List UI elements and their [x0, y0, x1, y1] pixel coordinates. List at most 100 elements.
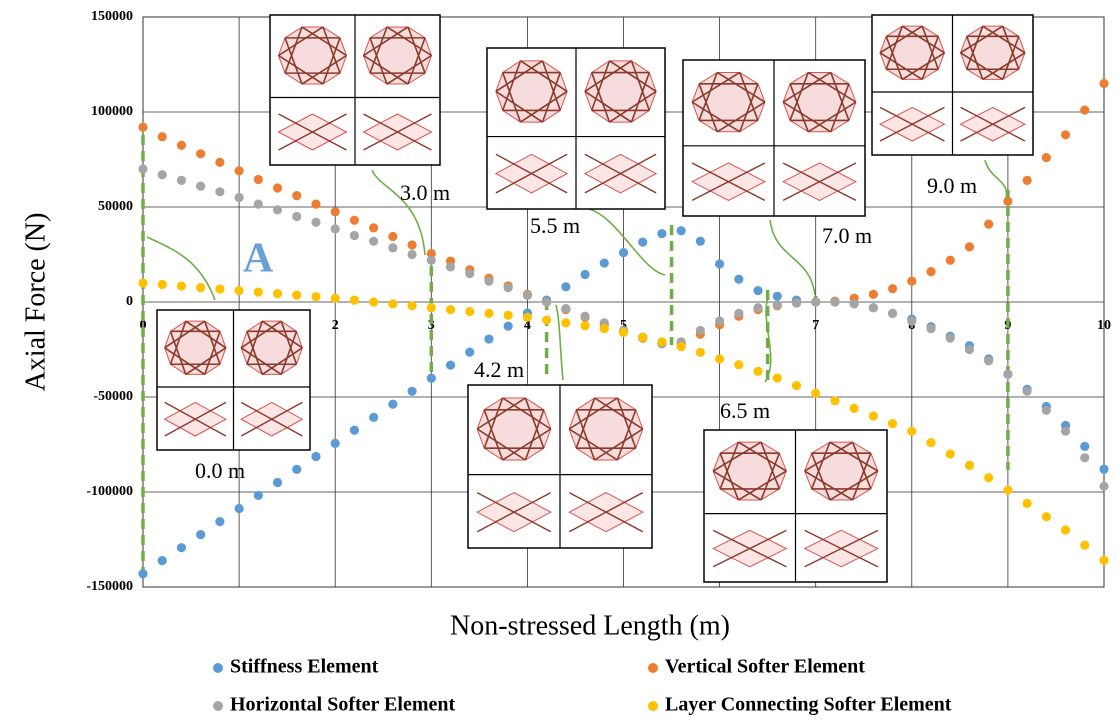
data-point — [215, 284, 224, 293]
inset-diagram — [683, 60, 865, 216]
data-point — [407, 250, 416, 259]
data-point — [388, 299, 397, 308]
data-point — [1023, 387, 1032, 396]
data-point — [677, 342, 686, 351]
y-tick-label: -100000 — [86, 484, 133, 499]
data-point — [388, 400, 397, 409]
data-point — [677, 226, 686, 235]
data-point — [369, 297, 378, 306]
data-point — [696, 237, 705, 246]
page: Non-stressed Length (m) Axial Force (N) … — [0, 0, 1117, 723]
data-point — [850, 404, 859, 413]
data-point — [177, 281, 186, 290]
data-point — [1003, 370, 1012, 379]
inset-diagram — [468, 385, 652, 548]
data-point — [235, 504, 244, 513]
data-point — [311, 292, 320, 301]
data-point — [504, 311, 513, 320]
inset-ring — [961, 26, 1025, 79]
data-point — [657, 229, 666, 238]
legend-label: Horizontal Softer Element — [230, 694, 455, 716]
data-point — [657, 337, 666, 346]
x-tick-label: 2 — [332, 318, 339, 333]
annotation-label: 9.0 m — [927, 173, 977, 198]
data-point — [292, 291, 301, 300]
data-point — [196, 149, 205, 158]
data-point — [1003, 197, 1012, 206]
data-point — [888, 309, 897, 318]
data-point — [292, 191, 301, 200]
inset-diagram — [872, 15, 1033, 155]
data-point — [196, 182, 205, 191]
data-point — [773, 373, 782, 382]
data-point — [177, 176, 186, 185]
legend-marker — [213, 663, 223, 673]
legend-marker — [648, 663, 658, 673]
annotation-label: 6.5 m — [720, 398, 770, 423]
data-point — [1099, 482, 1108, 491]
data-point — [350, 231, 359, 240]
data-point — [1061, 427, 1070, 436]
data-point — [254, 200, 263, 209]
data-point — [215, 517, 224, 526]
data-point — [734, 360, 743, 369]
data-point — [311, 452, 320, 461]
inset-ring — [880, 26, 944, 79]
data-point — [158, 132, 167, 141]
annotation-label: 7.0 m — [822, 223, 872, 248]
data-point — [792, 381, 801, 390]
legend-marker — [213, 701, 223, 711]
data-point — [984, 220, 993, 229]
annotation-arrow — [556, 305, 563, 380]
data-point — [465, 348, 474, 357]
data-point — [600, 258, 609, 267]
data-point — [273, 183, 282, 192]
data-point — [1080, 541, 1089, 550]
data-point — [331, 439, 340, 448]
data-point — [715, 316, 724, 325]
data-point — [196, 283, 205, 292]
data-point — [984, 356, 993, 365]
data-point — [1099, 79, 1108, 88]
data-point — [138, 278, 147, 287]
data-point — [331, 224, 340, 233]
data-point — [446, 360, 455, 369]
data-point — [869, 411, 878, 420]
legend-label: Vertical Softer Element — [665, 656, 865, 678]
data-point — [350, 426, 359, 435]
data-point — [254, 491, 263, 500]
inset-diagram — [157, 310, 310, 450]
data-point — [1080, 453, 1089, 462]
data-point — [215, 158, 224, 167]
data-point — [888, 419, 897, 428]
data-point — [215, 187, 224, 196]
data-point — [273, 205, 282, 214]
y-axis-title: Axial Force (N) — [20, 213, 51, 392]
data-point — [158, 170, 167, 179]
data-point — [619, 248, 628, 257]
data-point — [696, 326, 705, 335]
data-point — [888, 284, 897, 293]
data-point — [984, 473, 993, 482]
inset-ring — [692, 72, 765, 131]
data-point — [446, 262, 455, 271]
data-point — [1023, 499, 1032, 508]
y-tick-label: -150000 — [86, 579, 133, 594]
data-point — [177, 141, 186, 150]
inset-diagram — [270, 15, 440, 165]
data-point — [1099, 556, 1108, 565]
data-point — [523, 291, 532, 300]
y-tick-label: 150000 — [91, 9, 133, 24]
data-point — [350, 296, 359, 305]
panel-label: A — [243, 236, 274, 282]
data-point — [388, 243, 397, 252]
data-point — [907, 427, 916, 436]
y-tick-label: 100000 — [91, 104, 133, 119]
annotation-label: 0.0 m — [195, 458, 245, 483]
data-point — [850, 299, 859, 308]
inset-ring — [805, 442, 878, 500]
inset-ring — [165, 321, 226, 374]
x-axis-title: Non-stressed Length (m) — [450, 610, 730, 641]
data-point — [484, 277, 493, 286]
annotation-arrow — [770, 220, 815, 295]
